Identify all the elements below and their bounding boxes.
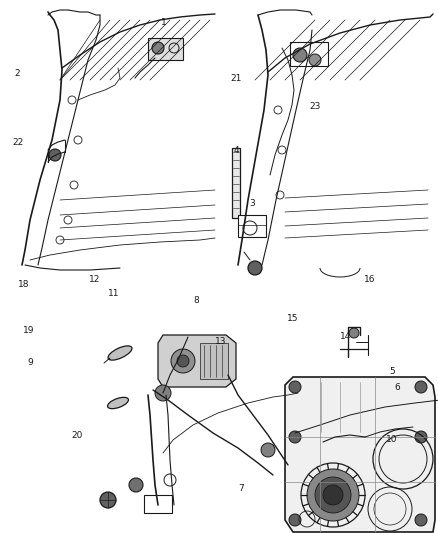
Text: 23: 23 (310, 102, 321, 111)
Text: 6: 6 (395, 383, 401, 392)
Circle shape (349, 328, 359, 338)
Text: 21: 21 (231, 75, 242, 83)
Circle shape (49, 149, 61, 161)
Bar (148, 38, 183, 60)
Bar (238, 215, 266, 237)
Circle shape (415, 431, 427, 443)
Circle shape (155, 385, 171, 401)
Text: 16: 16 (364, 275, 376, 284)
Circle shape (289, 431, 301, 443)
Circle shape (289, 514, 301, 526)
Circle shape (309, 54, 321, 66)
Circle shape (171, 349, 195, 373)
Bar (144, 495, 172, 513)
Text: 3: 3 (249, 199, 255, 208)
Text: 18: 18 (18, 280, 30, 289)
Text: 14: 14 (340, 333, 352, 341)
Ellipse shape (108, 346, 132, 360)
Text: 11: 11 (108, 289, 120, 297)
Bar (232, 148, 240, 218)
Ellipse shape (108, 397, 128, 409)
Circle shape (307, 469, 359, 521)
Text: 19: 19 (23, 326, 34, 335)
Circle shape (261, 443, 275, 457)
Circle shape (315, 477, 351, 513)
Text: 12: 12 (88, 275, 100, 284)
Bar (200, 343, 228, 379)
Circle shape (289, 381, 301, 393)
Text: 15: 15 (287, 314, 298, 323)
Text: 20: 20 (71, 432, 82, 440)
Polygon shape (285, 377, 435, 532)
Circle shape (415, 381, 427, 393)
Circle shape (323, 485, 343, 505)
Polygon shape (158, 335, 236, 387)
Text: 5: 5 (389, 367, 395, 376)
Text: 9: 9 (27, 358, 33, 367)
Text: 4: 4 (234, 146, 239, 155)
Text: 10: 10 (386, 435, 398, 444)
Text: 13: 13 (215, 337, 227, 345)
Circle shape (152, 42, 164, 54)
Text: 8: 8 (193, 296, 199, 304)
Text: 1: 1 (161, 19, 167, 27)
Text: 22: 22 (12, 138, 23, 147)
Circle shape (415, 514, 427, 526)
Bar (290, 42, 328, 66)
Circle shape (129, 478, 143, 492)
Text: 2: 2 (15, 69, 20, 78)
Circle shape (177, 355, 189, 367)
Circle shape (248, 261, 262, 275)
Circle shape (293, 48, 307, 62)
Text: 7: 7 (238, 484, 244, 493)
Circle shape (100, 492, 116, 508)
